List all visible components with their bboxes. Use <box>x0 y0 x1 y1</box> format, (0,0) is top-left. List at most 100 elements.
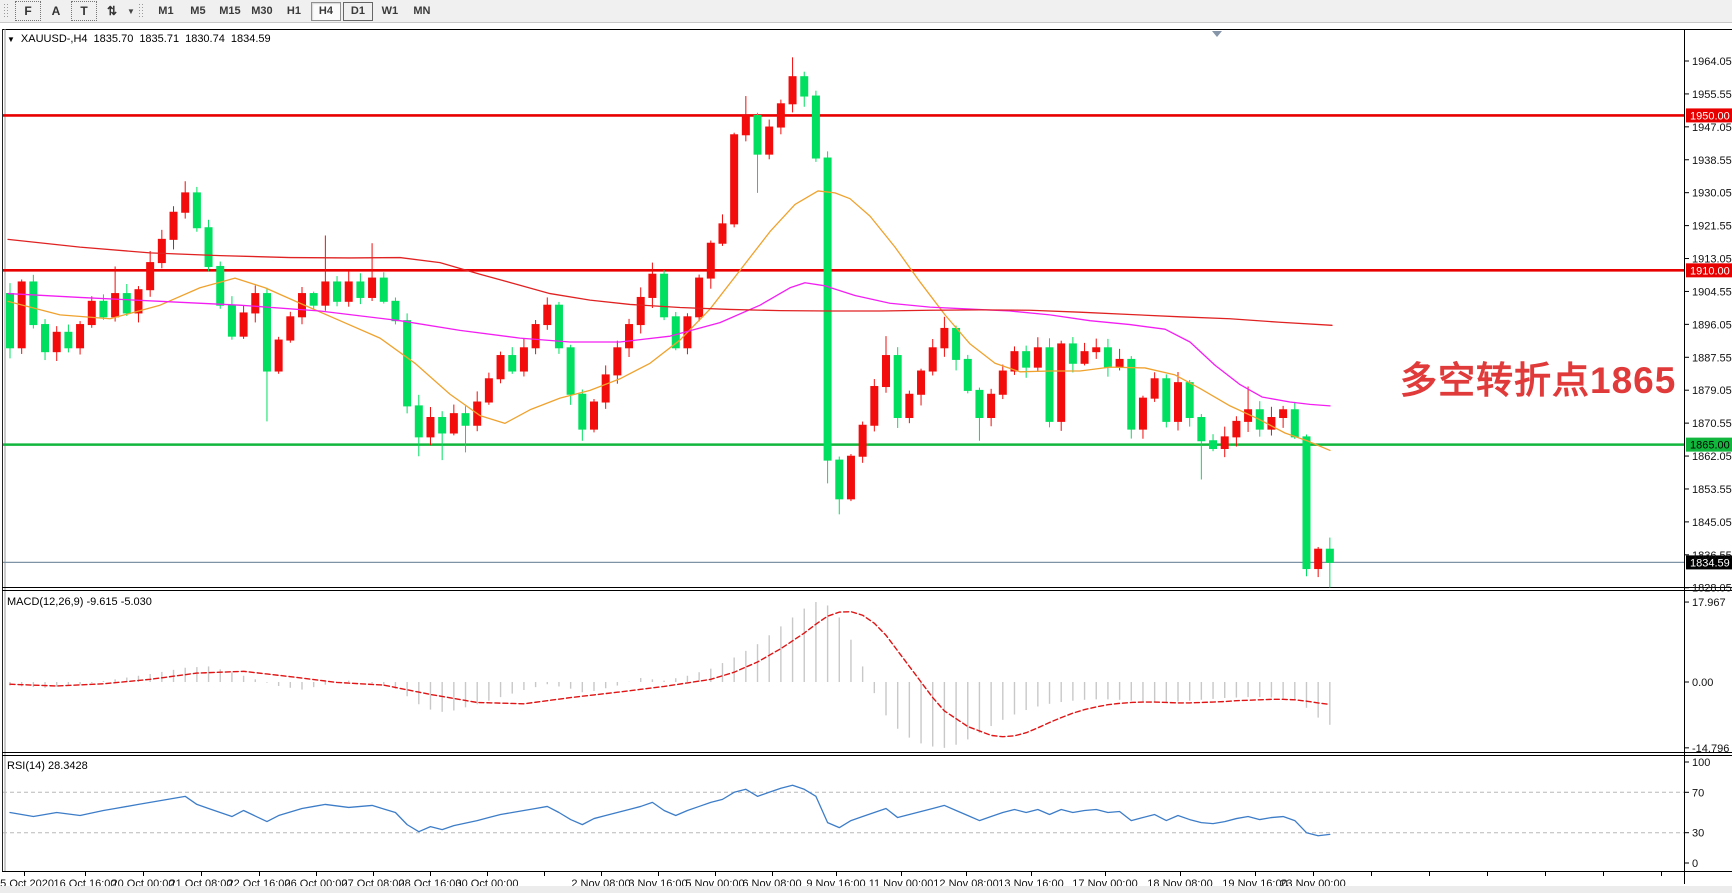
candle-body <box>706 242 715 279</box>
candle-body <box>613 347 622 376</box>
candle-body <box>1045 347 1054 422</box>
timeframe-button-w1[interactable]: W1 <box>381 5 399 17</box>
price-axis-label: 1904.55 <box>1692 286 1732 298</box>
candle-body <box>753 114 762 155</box>
candle-body <box>1127 358 1136 430</box>
candle-body <box>730 134 739 225</box>
price-axis-label: 1828.05 <box>1692 583 1732 595</box>
price-badge <box>1686 555 1732 570</box>
price-axis-label: 1870.55 <box>1692 418 1732 430</box>
grid-f-icon[interactable]: F <box>15 1 41 21</box>
price-axis-label: 1955.55 <box>1692 89 1732 101</box>
candle-body <box>741 114 750 136</box>
chart-shift-marker-icon[interactable] <box>1212 31 1222 37</box>
candle-body <box>660 273 669 318</box>
macd-axis-label: 0.00 <box>1692 677 1713 689</box>
textbox-icon[interactable]: T <box>71 1 97 21</box>
candle-body <box>695 277 704 318</box>
candle-body <box>204 227 213 267</box>
price-badge-label: 1865.00 <box>1690 440 1730 452</box>
candle-body <box>76 324 85 349</box>
price-badge-label: 1834.59 <box>1690 557 1730 569</box>
price-badge-label: 1950.00 <box>1690 110 1730 122</box>
candle-body <box>146 262 155 291</box>
dropdown-caret-icon[interactable]: ▼ <box>127 6 135 16</box>
candle-body <box>1092 347 1101 353</box>
candle-body <box>578 393 587 430</box>
rsi-axis-label: 0 <box>1692 858 1698 870</box>
toolbar-grip[interactable] <box>3 3 10 19</box>
price-axis-label: 1887.55 <box>1692 352 1732 364</box>
bottom-edge <box>0 886 1732 893</box>
candle-body <box>648 273 657 298</box>
candle-body <box>975 389 984 419</box>
price-axis-label: 1879.05 <box>1692 385 1732 397</box>
candle-body <box>1314 548 1323 570</box>
candle-body <box>438 417 447 434</box>
cycle-timeframes-icon[interactable]: ⇅ <box>106 4 118 18</box>
candle-body <box>987 393 996 419</box>
candle-body <box>169 211 178 240</box>
price-axis-label: 1930.05 <box>1692 188 1732 200</box>
candle-body <box>1138 397 1147 430</box>
candle-body <box>262 293 271 372</box>
window-menu-icon[interactable]: ▼ <box>7 34 15 44</box>
candle-body <box>251 293 260 314</box>
rsi-axis-label: 70 <box>1692 787 1704 799</box>
candle-body <box>391 300 400 322</box>
candle-body <box>181 192 190 213</box>
candle-body <box>1290 409 1299 438</box>
candle-body <box>17 281 26 349</box>
timeframe-button-m15[interactable]: M15 <box>219 5 241 17</box>
timeframe-button-d1[interactable]: D1 <box>342 1 373 21</box>
candle-body <box>1080 351 1089 364</box>
macd-signal-line <box>9 610 1331 738</box>
price-axis-label: 1896.05 <box>1692 319 1732 331</box>
toolbar-grip-2[interactable] <box>137 3 145 19</box>
price-badge <box>1686 437 1732 452</box>
candle-body <box>940 327 949 349</box>
candle-body <box>636 296 645 326</box>
candle-body <box>1209 440 1218 449</box>
timeframe-button-m1[interactable]: M1 <box>158 5 174 17</box>
candle-body <box>811 95 820 159</box>
candle-body <box>1068 343 1077 364</box>
price-axis-label: 1947.05 <box>1692 122 1732 134</box>
candle-body <box>917 370 926 395</box>
candle-body <box>566 347 575 395</box>
candle-body <box>1220 436 1229 449</box>
price-badge <box>1686 108 1732 123</box>
candle-body <box>157 238 166 264</box>
candle-body <box>800 76 809 97</box>
toolbar: F A T ⇅ ▼ M1 M5 M15 M30 H1 H4 D1 W1 MN <box>0 0 1732 23</box>
timeframe-button-mn[interactable]: MN <box>413 5 431 17</box>
candle-body <box>1174 382 1182 422</box>
timeframe-button-h4[interactable]: H4 <box>310 1 341 21</box>
price-axis-label: 1938.55 <box>1692 155 1732 167</box>
candle-body <box>52 331 61 353</box>
timeframe-button-m30[interactable]: M30 <box>251 5 273 17</box>
timeframe-button-h1[interactable]: H1 <box>286 5 301 17</box>
rsi-line <box>9 784 1331 837</box>
candle-body <box>41 324 50 353</box>
text-label-icon[interactable]: A <box>51 4 61 18</box>
macd-axis-label: -14.796 <box>1692 743 1729 755</box>
price-badge-label: 1910.00 <box>1690 265 1730 277</box>
candle-body <box>1022 351 1031 368</box>
timeframe-button-m5[interactable]: M5 <box>190 5 206 17</box>
candle-body <box>1302 436 1311 570</box>
rsi-axis-label: 100 <box>1692 757 1710 769</box>
candle-body <box>882 355 890 388</box>
candle-body <box>928 347 937 372</box>
price-axis-label: 1853.55 <box>1692 484 1732 496</box>
candle-body <box>835 459 844 500</box>
candle-body <box>274 339 283 372</box>
candle-body <box>216 265 225 306</box>
rsi-indicator-label: RSI(14) 28.3428 <box>7 760 88 772</box>
candle-body <box>368 277 377 298</box>
candle-body <box>29 281 38 326</box>
chart-title: ▼ XAUUSD-,H4 1835.70 1835.71 1830.74 183… <box>7 33 271 45</box>
candle-body <box>344 281 353 302</box>
